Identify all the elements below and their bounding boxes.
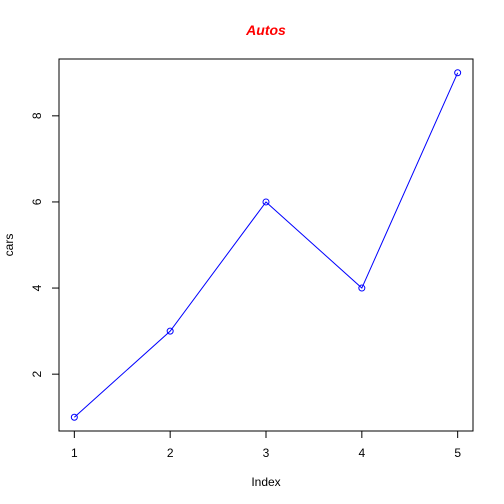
x-tick-label: 1 — [71, 446, 78, 460]
data-point — [70, 413, 78, 421]
y-ticks: 2 4 6 8 — [30, 112, 59, 378]
x-axis: 1 2 3 4 5 — [71, 430, 461, 460]
data-point — [358, 284, 366, 292]
chart-title: Autos — [245, 22, 286, 38]
x-ticks: 1 2 3 4 5 — [71, 431, 461, 460]
x-axis-label: Index — [251, 475, 280, 489]
y-axis-label: cars — [2, 234, 16, 257]
y-tick-label: 4 — [30, 284, 44, 291]
series-layer — [70, 69, 462, 421]
x-tick-label: 2 — [167, 446, 174, 460]
series-line — [73, 72, 459, 418]
x-tick-label: 5 — [454, 446, 461, 460]
y-tick-label: 8 — [30, 112, 44, 119]
data-point — [454, 69, 462, 77]
y-axis: 2 4 6 8 — [30, 112, 60, 378]
y-tick-label: 2 — [30, 371, 44, 378]
x-tick-label: 3 — [263, 446, 270, 460]
data-point — [166, 327, 174, 335]
data-point — [262, 198, 270, 206]
x-tick-label: 4 — [358, 446, 365, 460]
y-tick-label: 6 — [30, 198, 44, 205]
